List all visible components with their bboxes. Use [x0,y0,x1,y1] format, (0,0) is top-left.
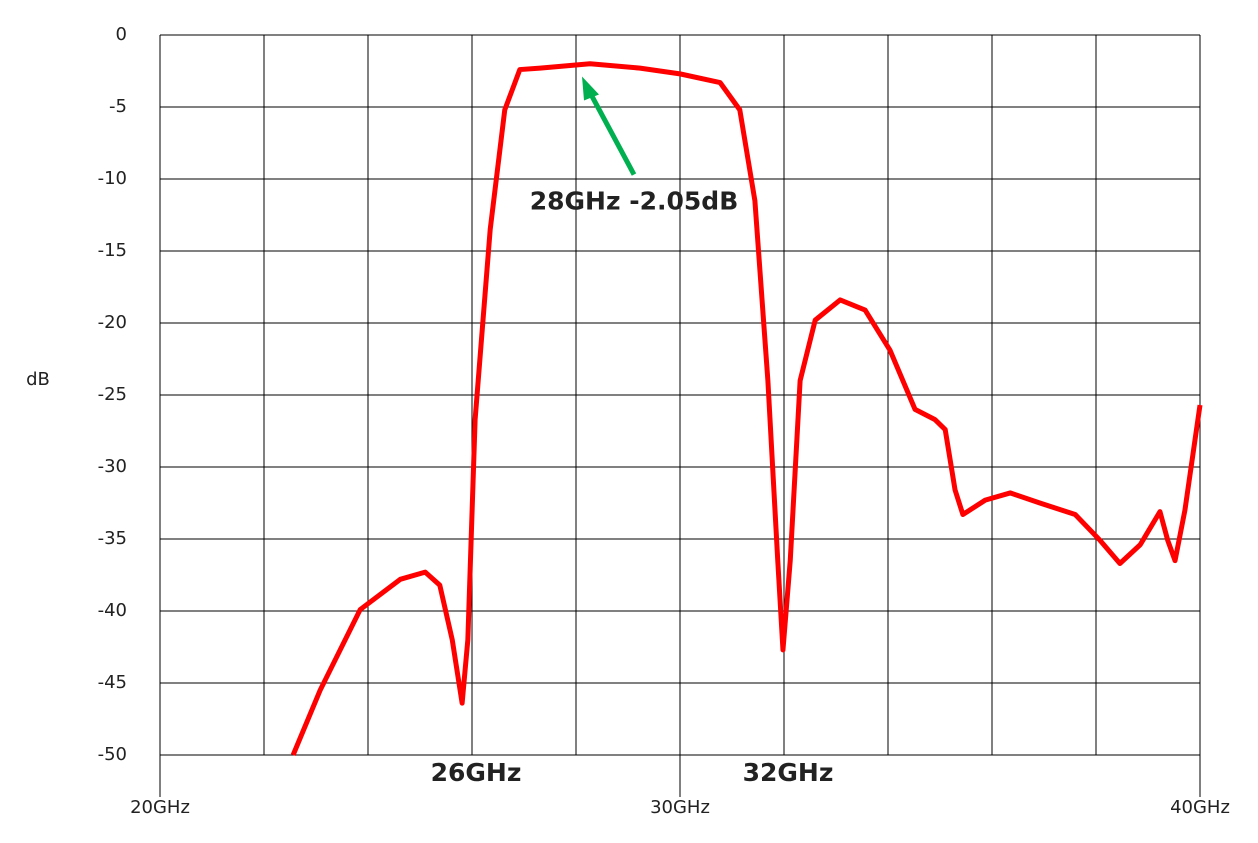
y-axis-label: dB [26,369,50,390]
annotation-arrowhead [582,76,599,101]
annotation: 28GHz -2.05dB [530,187,739,216]
y-tick-label: -20 [98,312,127,333]
annotation-arrow [587,91,637,176]
y-tick-label: -5 [109,96,127,117]
x-tick-label: 30GHz [650,797,710,818]
x-tick-label: 40GHz [1170,797,1230,818]
annotation: 26GHz [431,758,522,787]
y-tick-label: -25 [98,384,127,405]
y-tick-label: 0 [116,24,127,45]
y-tick-label: -40 [98,600,127,621]
x-tick-label: 20GHz [130,797,190,818]
y-tick-label: -15 [98,240,127,261]
y-tick-label: -35 [98,528,127,549]
y-tick-label: -45 [98,672,127,693]
y-tick-label: -30 [98,456,127,477]
line [290,61,1203,756]
annotation: 32GHz [743,758,834,787]
y-tick-label: -10 [98,168,127,189]
y-tick-label: -50 [98,744,127,765]
